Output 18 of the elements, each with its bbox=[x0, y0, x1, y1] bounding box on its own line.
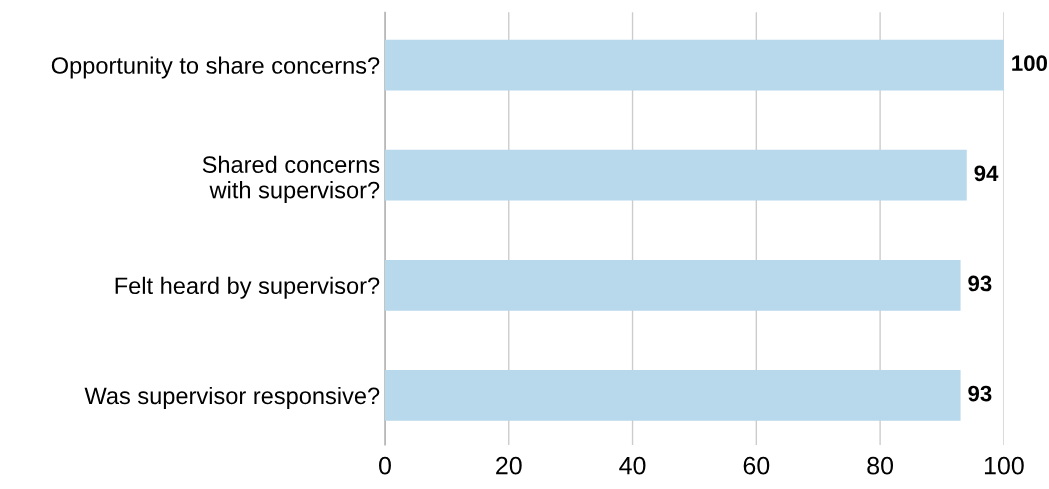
data-label: 93 bbox=[968, 385, 992, 402]
bar bbox=[384, 149, 967, 201]
x-tick-label: 100 bbox=[984, 456, 1024, 475]
data-label: 94 bbox=[974, 165, 999, 182]
x-tick-label: 0 bbox=[379, 456, 391, 475]
x-tick-label: 20 bbox=[496, 456, 522, 475]
y-tick-label: Was supervisor responsive? bbox=[84, 386, 380, 409]
y-tick-label: Shared concerns with supervisor? bbox=[202, 155, 380, 204]
data-label: 93 bbox=[968, 275, 992, 292]
x-tick-label: 40 bbox=[619, 456, 646, 475]
data-label: 100 bbox=[1012, 55, 1047, 72]
bar bbox=[384, 370, 961, 421]
y-tick-label: Opportunity to share concerns? bbox=[51, 56, 380, 79]
bar bbox=[384, 39, 1004, 91]
x-tick-label: 80 bbox=[867, 456, 894, 475]
y-tick-label: Felt heard by supervisor? bbox=[115, 276, 380, 299]
x-tick-label: 60 bbox=[743, 456, 770, 475]
bar bbox=[384, 259, 961, 311]
